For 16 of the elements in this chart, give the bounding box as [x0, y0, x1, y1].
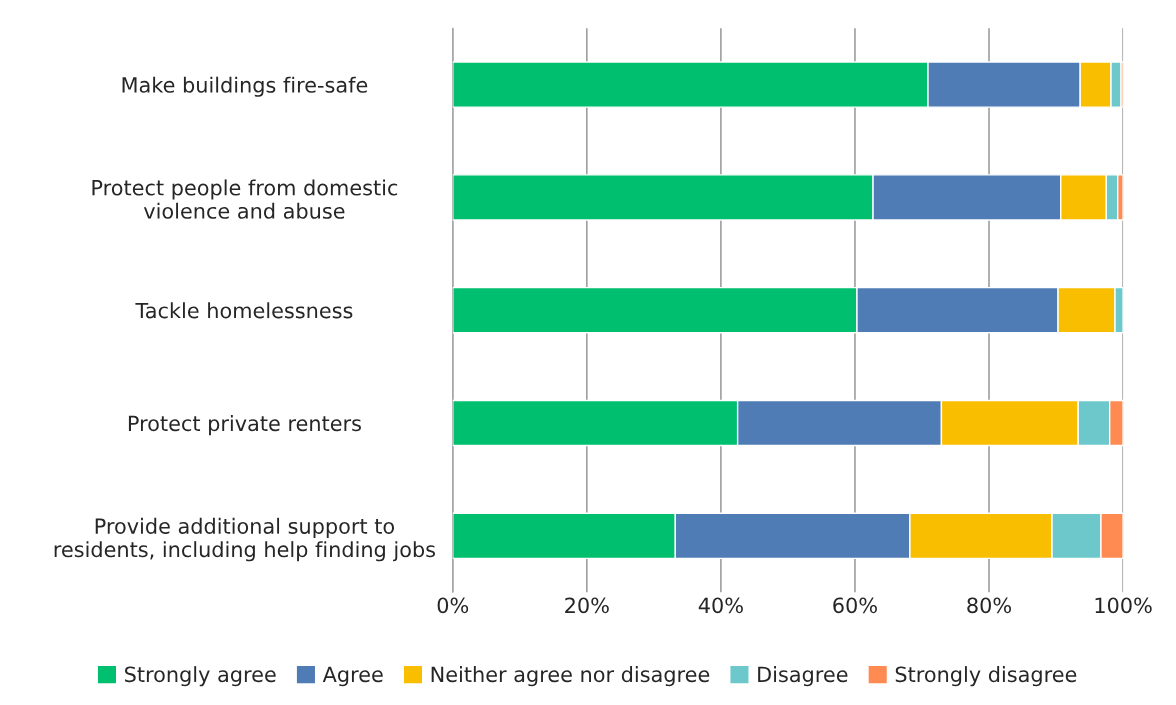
x-tick-label: 0%	[437, 597, 469, 614]
legend-label: Disagree	[758, 666, 848, 687]
legend-label: Strongly agree	[125, 666, 276, 687]
x-tick-label: 80%	[967, 597, 1012, 614]
x-tick-label: 60%	[833, 597, 877, 614]
y-tick-label: Make buildings fire-safe	[122, 76, 368, 97]
x-tick-label: 100%	[1095, 597, 1152, 614]
legend-label: Neither agree nor disagree	[431, 666, 710, 687]
legend-label: Strongly disagree	[895, 666, 1077, 687]
y-tick-label: Protect people from domestic violence and abuse	[92, 179, 398, 219]
legend-label: Agree	[322, 666, 383, 687]
y-tick-label: Provide additional support to residents, including help finding jobs	[54, 517, 436, 562]
x-tick-label: 20%	[565, 597, 609, 614]
x-tick-label: 40%	[698, 597, 743, 614]
y-tick-label: Tackle homelessness	[135, 302, 353, 319]
y-tick-label: Protect private renters	[128, 415, 361, 436]
